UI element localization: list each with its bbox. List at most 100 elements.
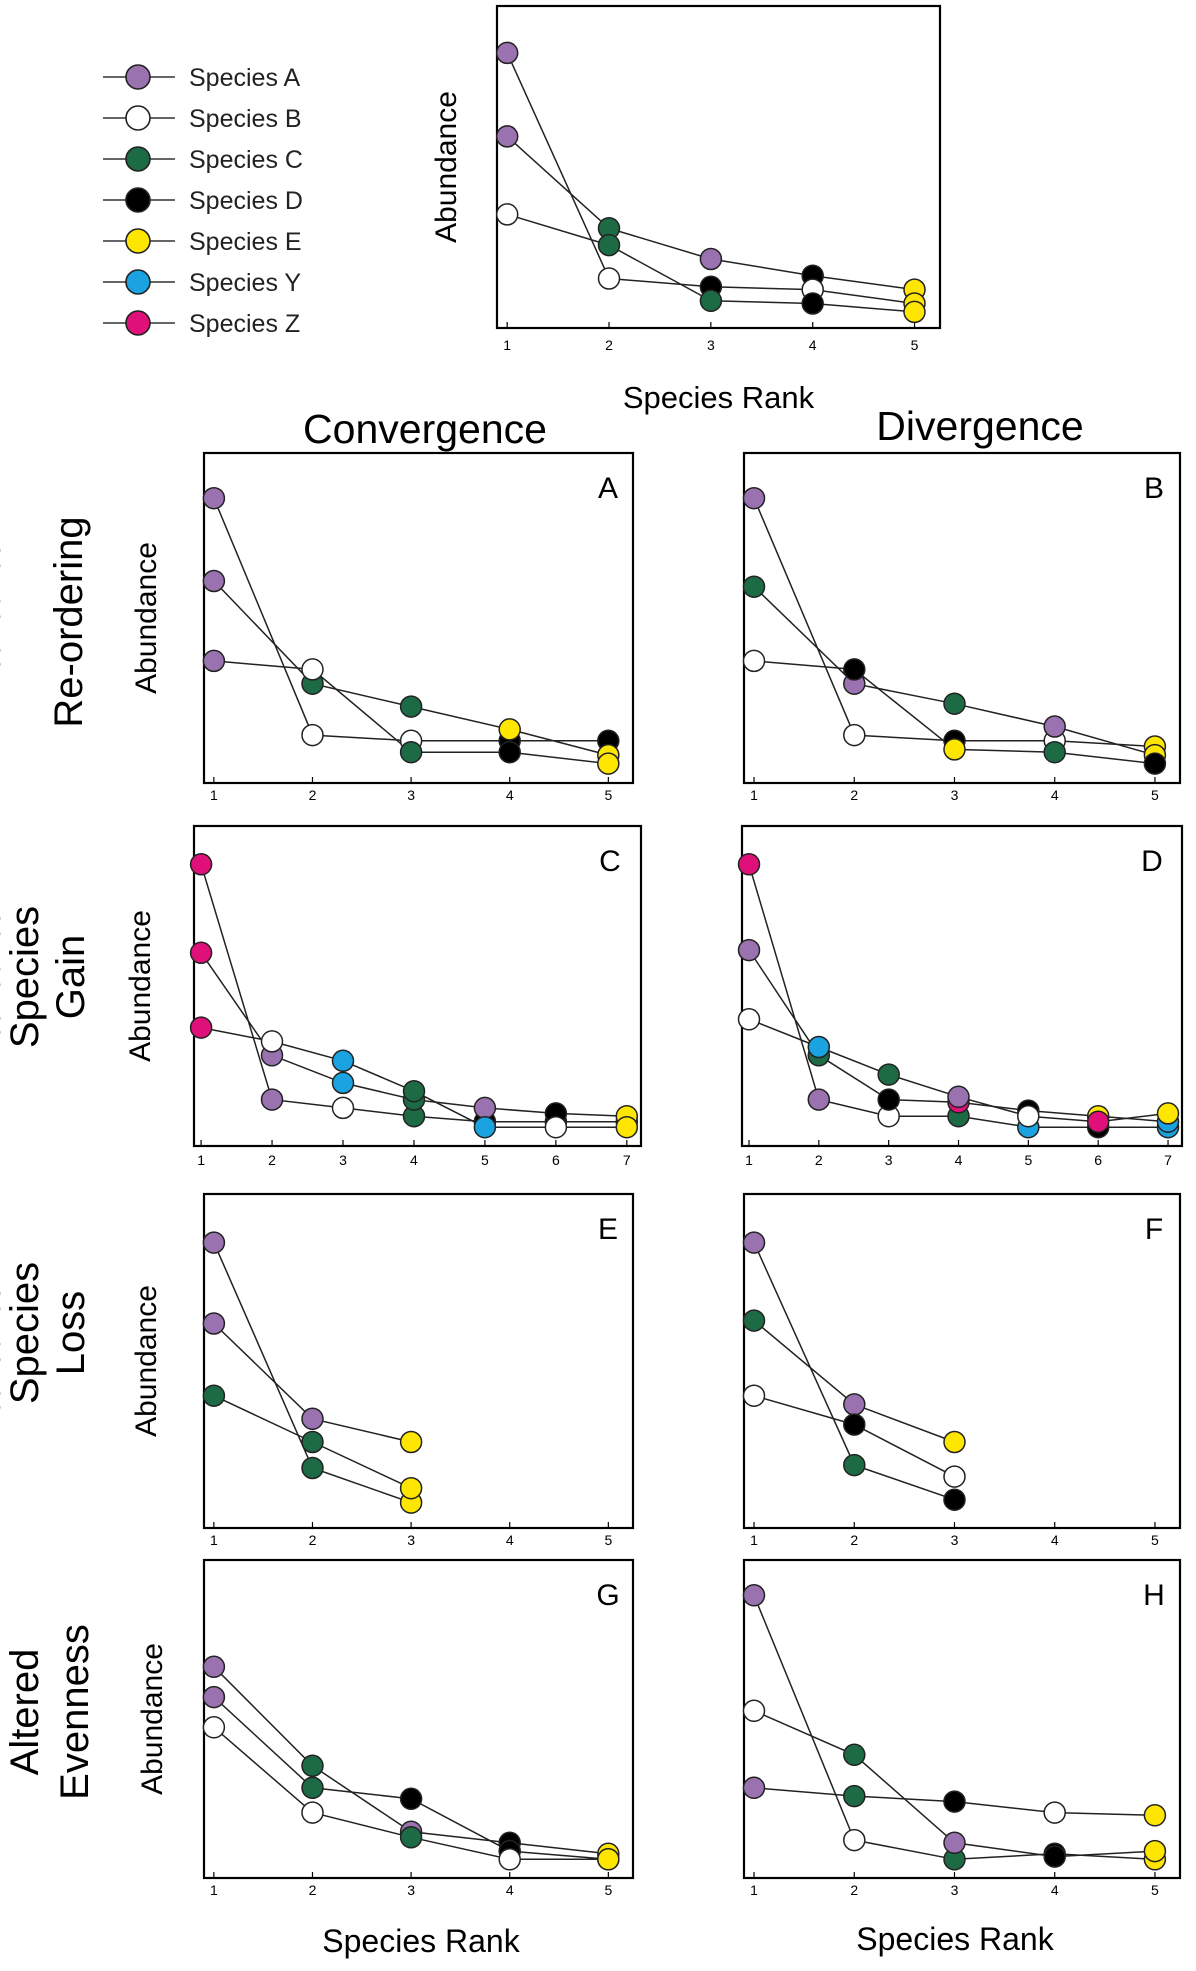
panel-F: 1 2 3 4 5 F Abundance	[0, 1192, 1182, 1548]
series-line-H-1	[753, 1595, 1155, 1861]
panel-C: 1 2 3 4 5 6 7 C Abundance	[124, 824, 643, 1168]
x-tick-label: 7	[1164, 1152, 1172, 1168]
data-point-species-A	[260, 1088, 284, 1111]
data-point-species-E	[1156, 1102, 1180, 1125]
column-title-convergence: Convergence	[303, 406, 547, 452]
data-point-species-E	[498, 718, 521, 741]
data-point-species-B	[202, 1716, 226, 1739]
data-point-species-B	[498, 1848, 521, 1871]
data-point-species-C	[202, 1384, 226, 1407]
legend-marker-Y	[125, 269, 151, 295]
y-axis-label-C: Abundance	[124, 910, 157, 1062]
legend-label-Z: Species Z	[189, 310, 300, 338]
x-tick-label: 5	[1151, 1532, 1159, 1548]
data-point-species-E	[1143, 1804, 1167, 1827]
data-point-species-D	[1143, 752, 1167, 775]
data-point-species-Z	[189, 1016, 213, 1039]
data-point-species-C	[597, 233, 621, 257]
series-line-A-2	[213, 580, 609, 756]
panel-frame-H	[742, 1558, 1182, 1880]
legend-marker-B	[125, 105, 151, 131]
x-tick-label: 3	[407, 787, 415, 803]
panel-label-D: D	[1141, 845, 1163, 878]
data-point-species-C	[943, 692, 966, 715]
legend-label-B: Species B	[189, 105, 302, 133]
panel-frame-B	[742, 451, 1182, 785]
legend-marker-D	[125, 187, 151, 213]
data-point-species-Y	[331, 1071, 355, 1095]
data-point-species-D	[943, 1488, 966, 1511]
x-tick-label: 2	[309, 1882, 317, 1898]
panel-B: 1 2 3 4 5 B Abundance	[0, 451, 1182, 803]
x-tick-label: 5	[481, 1152, 489, 1168]
data-point-species-A	[699, 247, 723, 271]
legend-label-E: Species E	[189, 228, 302, 256]
data-point-species-E	[597, 1848, 620, 1871]
row-title-species-loss-line2: Loss	[49, 1291, 93, 1376]
data-point-species-E	[903, 300, 926, 324]
data-point-species-A	[742, 1231, 766, 1254]
panel-G: 1 2 3 4 5 G Abundance	[136, 1558, 635, 1898]
data-point-species-A	[742, 1776, 766, 1800]
data-point-species-B	[301, 723, 324, 747]
panel-label-F: F	[1145, 1213, 1163, 1246]
x-tick-label: 6	[1094, 1152, 1102, 1168]
panel-reference: 1 2 3 4 5 Abundance Species Rank	[430, 4, 942, 415]
panel-label-B: B	[1144, 472, 1164, 505]
data-point-species-Z	[737, 853, 761, 876]
x-tick-label: 4	[1051, 1882, 1059, 1898]
legend-marker-C	[125, 146, 151, 172]
data-point-species-A	[742, 1584, 766, 1607]
x-tick-label: 3	[407, 1882, 415, 1898]
data-point-species-B	[943, 1465, 966, 1488]
data-point-species-Z	[189, 941, 213, 965]
legend-marker-E	[125, 228, 151, 254]
x-tick-label: 5	[1151, 787, 1159, 803]
panel-frame-C	[192, 824, 643, 1148]
row-title-altered-evenness-line2: Evenness	[53, 1624, 97, 1800]
panel-label-E: E	[598, 1213, 618, 1246]
row-title-altered-evenness-line1: Altered	[3, 1649, 47, 1776]
y-axis-label-reference: Abundance	[430, 91, 463, 243]
data-point-species-B	[260, 1030, 284, 1053]
panel-D: 1 2 3 4 5 6 7 D Abundance	[0, 824, 1184, 1168]
data-point-species-Y	[473, 1115, 497, 1139]
data-point-species-A	[807, 1088, 831, 1111]
data-point-species-D	[498, 740, 521, 764]
x-tick-label: 2	[815, 1152, 823, 1168]
x-tick-label: 2	[309, 1532, 317, 1548]
x-tick-label: 2	[605, 337, 613, 353]
data-point-species-A	[1043, 715, 1066, 738]
data-point-species-E	[615, 1115, 639, 1139]
data-point-species-C	[843, 1784, 866, 1808]
x-tick-label: 4	[1051, 1532, 1059, 1548]
data-point-species-B	[742, 1699, 766, 1723]
data-point-species-E	[597, 752, 620, 775]
x-tick-label: 5	[604, 1532, 612, 1548]
x-tick-label: 1	[745, 1152, 753, 1168]
data-point-species-E	[1143, 1839, 1167, 1863]
data-point-species-A	[495, 41, 519, 65]
legend-marker-A	[125, 64, 151, 90]
data-point-species-A	[943, 1831, 966, 1855]
data-point-species-A	[202, 1685, 226, 1709]
column-title-divergence: Divergence	[876, 403, 1083, 449]
panel-frame-E	[202, 1192, 635, 1530]
data-point-species-B	[1043, 1801, 1066, 1824]
x-tick-label: 2	[850, 787, 858, 803]
data-point-species-A	[495, 125, 519, 148]
data-point-species-A	[947, 1085, 970, 1109]
x-tick-label: 5	[1151, 1882, 1159, 1898]
data-point-species-Z	[189, 853, 213, 876]
data-point-species-B	[742, 649, 766, 673]
data-point-species-D	[943, 1790, 966, 1813]
data-point-species-C	[742, 575, 766, 598]
y-axis-label-E: Abundance	[130, 1285, 163, 1437]
panel-frame-reference	[495, 4, 942, 330]
legend: Species A Species B Species C Species D Spec…	[103, 64, 303, 338]
data-point-species-D	[399, 1787, 423, 1811]
panel-label-H: H	[1143, 1579, 1165, 1612]
panel-frame-D	[740, 824, 1184, 1148]
x-tick-label: 4	[410, 1152, 418, 1168]
data-point-species-B	[597, 267, 621, 290]
